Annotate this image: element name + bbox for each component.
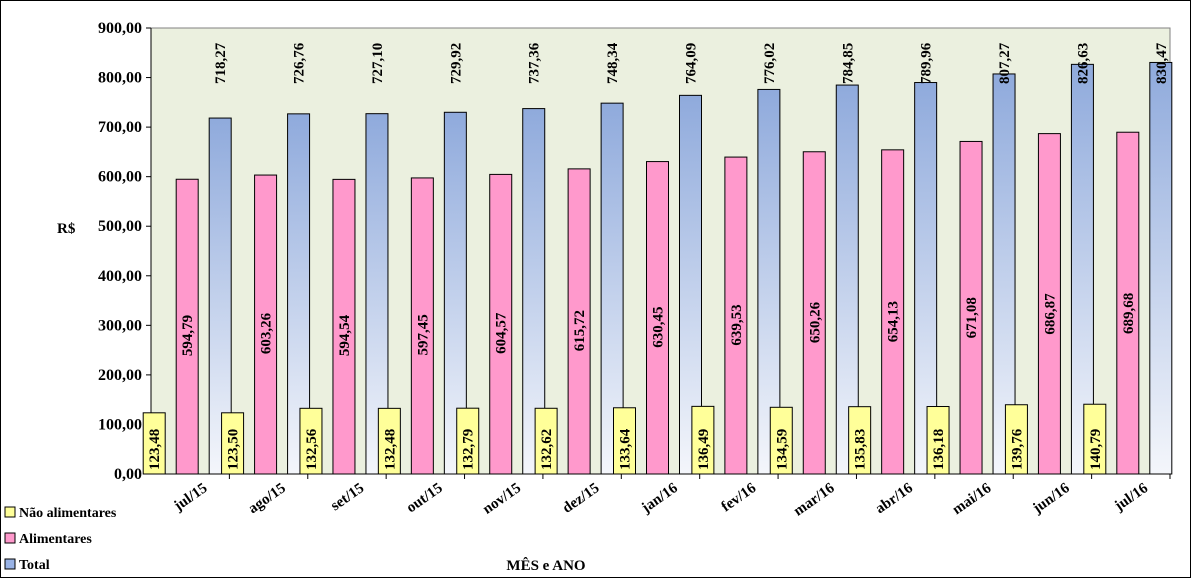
- y-tick-label: 600,00: [98, 169, 142, 186]
- bar-value-label: 826,63: [1075, 43, 1091, 84]
- bar-value-label: 718,27: [213, 42, 229, 84]
- y-tick-label: 100,00: [98, 416, 142, 433]
- bar-value-label: 727,10: [370, 43, 386, 84]
- bar-total: [1149, 61, 1173, 475]
- bar-value-label: 639,53: [729, 304, 745, 345]
- bar-value-label: 764,09: [684, 43, 700, 84]
- bar-value-label: 726,76: [292, 42, 308, 84]
- bar-value-label: 132,79: [461, 429, 477, 470]
- legend-label: Total: [19, 558, 50, 573]
- bar-value-label: 604,57: [494, 312, 510, 354]
- bar-value-label: 748,34: [605, 42, 621, 84]
- y-axis: 0,00 100,00 200,00 300,00 400,00 500,00 600,00…: [98, 20, 152, 483]
- bar-value-label: 603,26: [259, 312, 275, 354]
- bar-value-label: 597,45: [415, 314, 431, 355]
- legend: Não alimentares Alimentares Total: [4, 506, 117, 573]
- bar-value-label: 594,79: [180, 315, 196, 356]
- legend-swatch: [4, 532, 16, 544]
- bar-value-label: 784,85: [840, 43, 856, 84]
- bar-value-label: 136,18: [931, 429, 947, 470]
- legend-label: Não alimentares: [19, 506, 117, 521]
- legend-swatch: [4, 558, 16, 570]
- y-tick-label: 0,00: [114, 466, 142, 483]
- bar-value-label: 123,48: [147, 429, 163, 470]
- bar-value-label: 133,64: [618, 428, 634, 470]
- y-tick-label: 400,00: [98, 268, 142, 285]
- bar-value-label: 630,45: [651, 307, 667, 348]
- bar-value-label: 123,50: [226, 429, 242, 470]
- bar-value-label: 132,56: [304, 428, 320, 470]
- bar-value-label: 615,72: [572, 310, 588, 351]
- y-tick-label: 500,00: [98, 218, 142, 235]
- legend-label: Alimentares: [19, 532, 92, 547]
- bar-value-label: 776,02: [762, 43, 778, 84]
- bar-value-label: 136,49: [696, 429, 712, 470]
- bar-value-label: 689,68: [1121, 293, 1137, 334]
- y-tick-label: 800,00: [98, 70, 142, 87]
- bar-value-label: 135,83: [853, 429, 869, 470]
- bar-value-label: 140,79: [1088, 429, 1104, 470]
- bar-value-label: 729,92: [448, 43, 464, 84]
- y-axis-title: R$: [57, 221, 76, 237]
- bar-value-label: 132,48: [382, 429, 398, 470]
- bars-group: 123,48 594,79 718,27 123,50 603,26 726,76 132,…: [142, 42, 1173, 475]
- bar-value-label: 807,27: [997, 42, 1013, 84]
- bar-value-label: 830,47: [1154, 42, 1170, 84]
- x-axis-title: MÊS e ANO: [506, 557, 585, 574]
- legend-swatch: [4, 506, 16, 518]
- bar-value-label: 650,26: [807, 301, 823, 343]
- bar-value-label: 139,76: [1009, 428, 1025, 470]
- bar-value-label: 654,13: [886, 301, 902, 342]
- y-tick-label: 700,00: [98, 119, 142, 136]
- bar-value-label: 789,96: [919, 42, 935, 84]
- bar-value-label: 671,08: [964, 297, 980, 338]
- y-tick-label: 900,00: [98, 20, 142, 37]
- bar-value-label: 737,36: [527, 42, 543, 84]
- bar-value-label: 594,54: [337, 314, 353, 356]
- y-tick-label: 200,00: [98, 367, 142, 384]
- bar-value-label: 686,87: [1042, 293, 1058, 335]
- bar-value-label: 134,59: [774, 429, 790, 470]
- bar-value-label: 132,62: [539, 429, 555, 470]
- y-tick-label: 300,00: [98, 317, 142, 334]
